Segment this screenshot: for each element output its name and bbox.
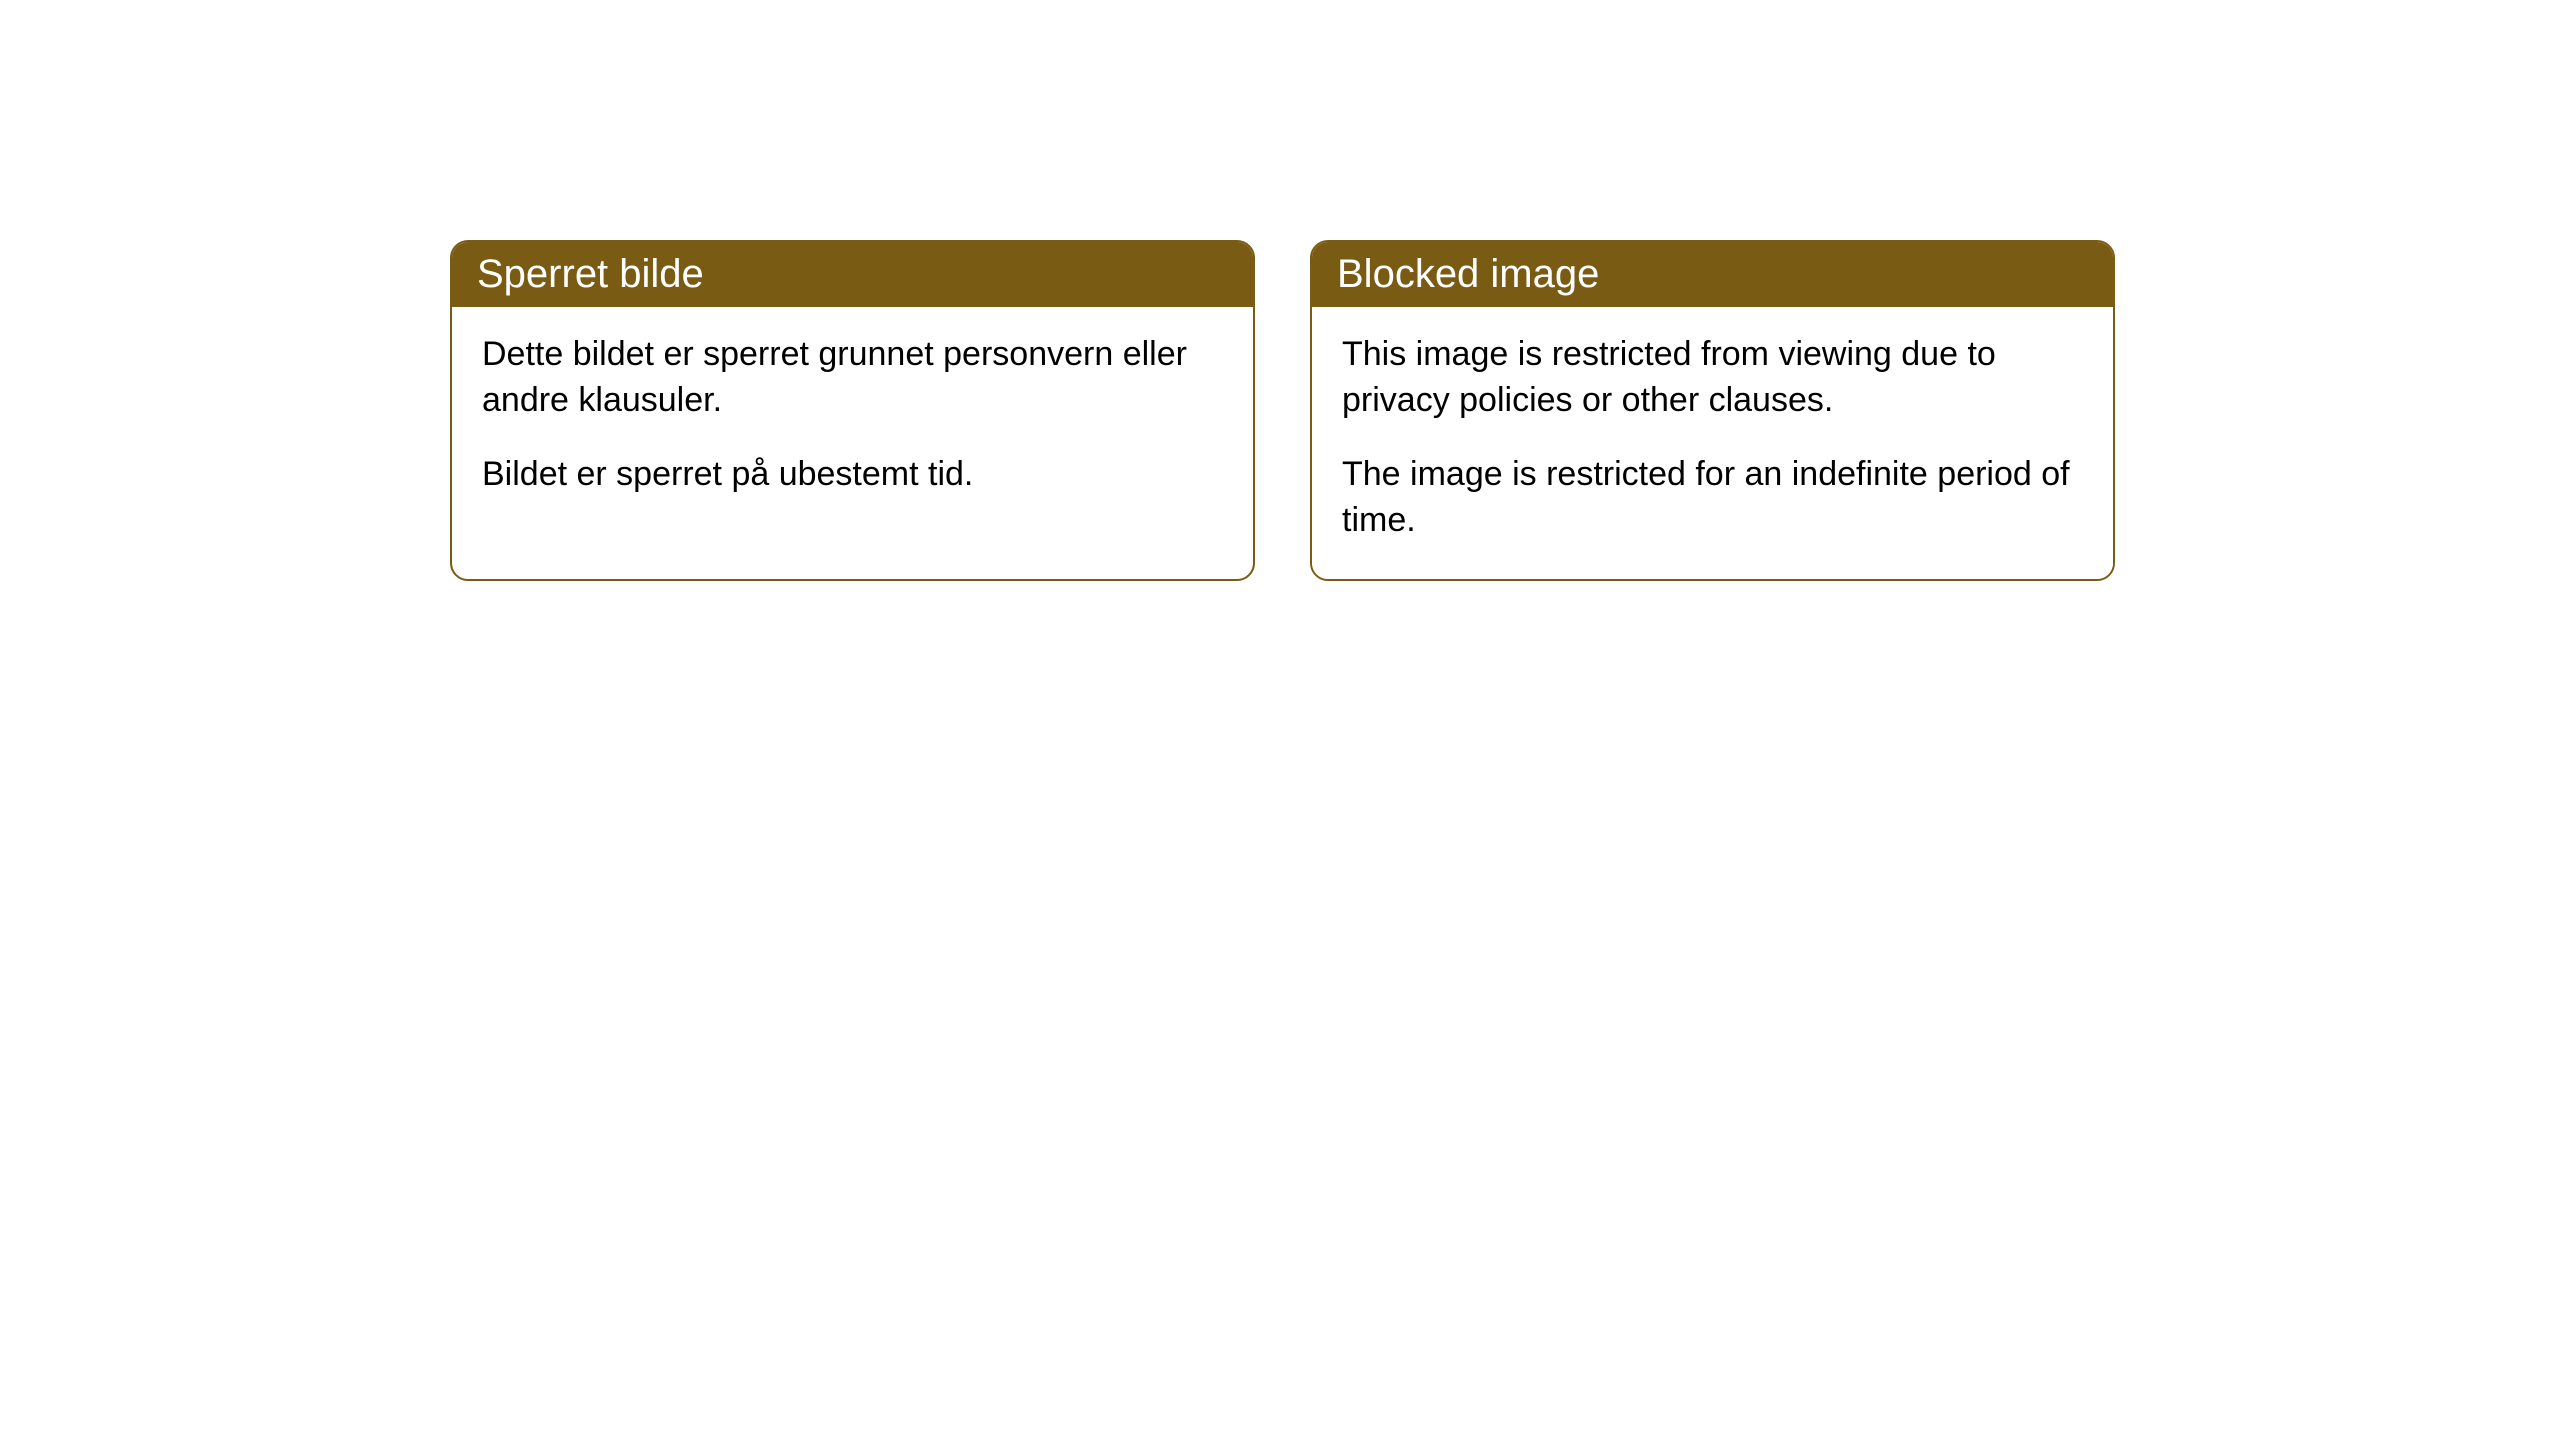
notice-paragraph: This image is restricted from viewing du… (1342, 332, 2083, 424)
notice-header: Sperret bilde (452, 242, 1253, 307)
notice-body: This image is restricted from viewing du… (1312, 307, 2113, 579)
notice-card-english: Blocked image This image is restricted f… (1310, 240, 2115, 581)
notice-paragraph: The image is restricted for an indefinit… (1342, 452, 2083, 544)
notice-paragraph: Dette bildet er sperret grunnet personve… (482, 332, 1223, 424)
notice-cards-container: Sperret bilde Dette bildet er sperret gr… (450, 240, 2560, 581)
notice-card-norwegian: Sperret bilde Dette bildet er sperret gr… (450, 240, 1255, 581)
notice-body: Dette bildet er sperret grunnet personve… (452, 307, 1253, 533)
notice-paragraph: Bildet er sperret på ubestemt tid. (482, 452, 1223, 498)
notice-header: Blocked image (1312, 242, 2113, 307)
